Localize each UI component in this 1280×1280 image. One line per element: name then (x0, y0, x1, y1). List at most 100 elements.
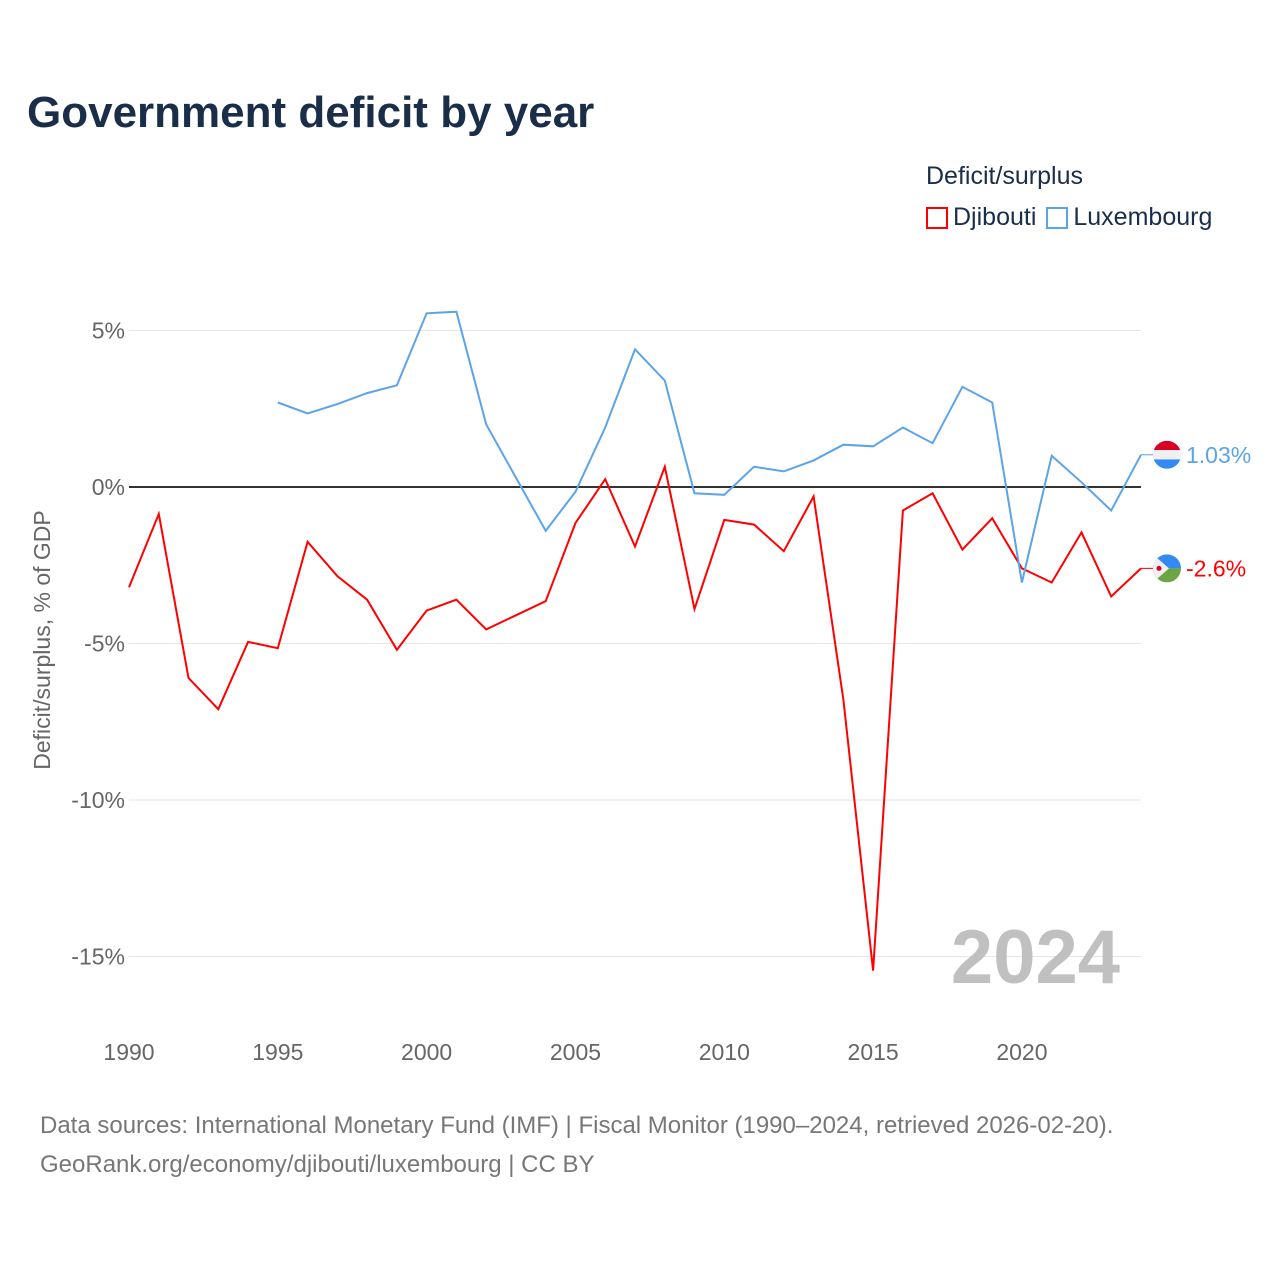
data-point (156, 511, 162, 517)
data-point (900, 507, 906, 513)
data-point (245, 639, 251, 645)
data-point (543, 598, 549, 604)
legend-label-djibouti: Djibouti (953, 203, 1037, 231)
data-point (959, 547, 965, 553)
series-line-djibouti (128, 463, 1142, 971)
data-point (692, 606, 698, 612)
x-tick-label: 2020 (996, 1039, 1047, 1065)
data-point (1108, 594, 1114, 600)
data-point (602, 425, 608, 431)
data-point (215, 706, 221, 712)
data-point (186, 675, 192, 681)
flag-stripe (1153, 440, 1181, 451)
data-point (543, 528, 549, 534)
end-value-label: 1.03% (1186, 442, 1251, 468)
footer-link[interactable]: GeoRank.org/economy/djibouti/luxembourg … (40, 1151, 595, 1178)
data-point (930, 490, 936, 496)
data-point (840, 442, 846, 448)
flag-body (1153, 554, 1181, 583)
data-point (305, 410, 311, 416)
data-point (662, 464, 668, 470)
x-tick-label: 2005 (550, 1039, 601, 1065)
data-point (305, 539, 311, 545)
y-tick-label: 0% (92, 474, 125, 500)
x-tick-label: 2000 (401, 1039, 452, 1065)
legend-swatch-djibouti (926, 206, 948, 229)
data-point (930, 440, 936, 446)
data-point (364, 597, 370, 603)
data-point (334, 401, 340, 407)
data-point (781, 468, 787, 474)
x-tick-label: 1990 (103, 1039, 154, 1065)
data-point (959, 384, 965, 390)
data-point (275, 399, 281, 405)
data-point (989, 399, 995, 405)
flag-stripe (1153, 459, 1181, 469)
data-point (632, 346, 638, 352)
data-point (513, 612, 519, 618)
data-point (275, 645, 281, 651)
data-point (870, 968, 876, 974)
x-tick-label: 2010 (699, 1039, 750, 1065)
footer: Data sources: International Monetary Fun… (40, 1106, 1113, 1184)
data-point (483, 626, 489, 632)
flag-star (1156, 565, 1162, 571)
data-point (692, 490, 698, 496)
luxembourg-flag-icon (1153, 440, 1181, 469)
legend: Deficit/surplus Djibouti Luxembourg (926, 162, 1212, 232)
data-point (721, 517, 727, 523)
data-point (424, 310, 430, 316)
legend-item-luxembourg[interactable]: Luxembourg (1046, 203, 1212, 232)
y-tick-label: -10% (71, 787, 125, 813)
data-point (1049, 579, 1055, 585)
data-point (1108, 507, 1114, 513)
y-tick-label: 5% (92, 318, 125, 344)
year-watermark: 2024 (951, 915, 1120, 1000)
data-point (334, 573, 340, 579)
legend-item-djibouti[interactable]: Djibouti (926, 203, 1036, 232)
footer-sources: Data sources: International Monetary Fun… (40, 1112, 1114, 1139)
data-point (453, 309, 459, 315)
data-point (1078, 479, 1084, 485)
data-point (483, 421, 489, 427)
legend-title: Deficit/surplus (926, 162, 1083, 190)
data-point (989, 515, 995, 521)
legend-swatch-luxembourg (1046, 206, 1069, 229)
x-tick-label: 1995 (252, 1039, 303, 1065)
chart-title: Government deficit by year (27, 88, 595, 137)
data-point (811, 457, 817, 463)
data-point (572, 520, 578, 526)
flag-body (1153, 440, 1181, 469)
data-point (751, 464, 757, 470)
data-point (572, 489, 578, 495)
y-axis-label: Deficit/surplus, % of GDP (29, 510, 55, 769)
djibouti-flag-icon (1153, 554, 1181, 583)
data-point (424, 608, 430, 614)
data-point (1019, 579, 1025, 585)
data-point (870, 443, 876, 449)
end-value-label: -2.6% (1186, 555, 1246, 581)
y-tick-label: -5% (84, 631, 125, 657)
data-point (751, 522, 757, 528)
data-point (811, 493, 817, 499)
legend-label-luxembourg: Luxembourg (1073, 203, 1213, 231)
data-point (126, 584, 132, 590)
data-point (662, 378, 668, 384)
data-point (364, 390, 370, 396)
data-point (840, 697, 846, 703)
y-tick-label: -15% (71, 944, 125, 970)
data-point (721, 492, 727, 498)
data-point (453, 597, 459, 603)
series-line-luxembourg (277, 310, 1142, 583)
data-point (781, 548, 787, 554)
flag-stripe (1153, 450, 1181, 460)
data-point (1078, 529, 1084, 535)
data-point (513, 475, 519, 481)
data-point (1049, 453, 1055, 459)
x-tick-label: 2015 (848, 1039, 899, 1065)
data-point (602, 476, 608, 482)
data-point (394, 647, 400, 653)
data-point (900, 425, 906, 431)
data-point (632, 543, 638, 549)
